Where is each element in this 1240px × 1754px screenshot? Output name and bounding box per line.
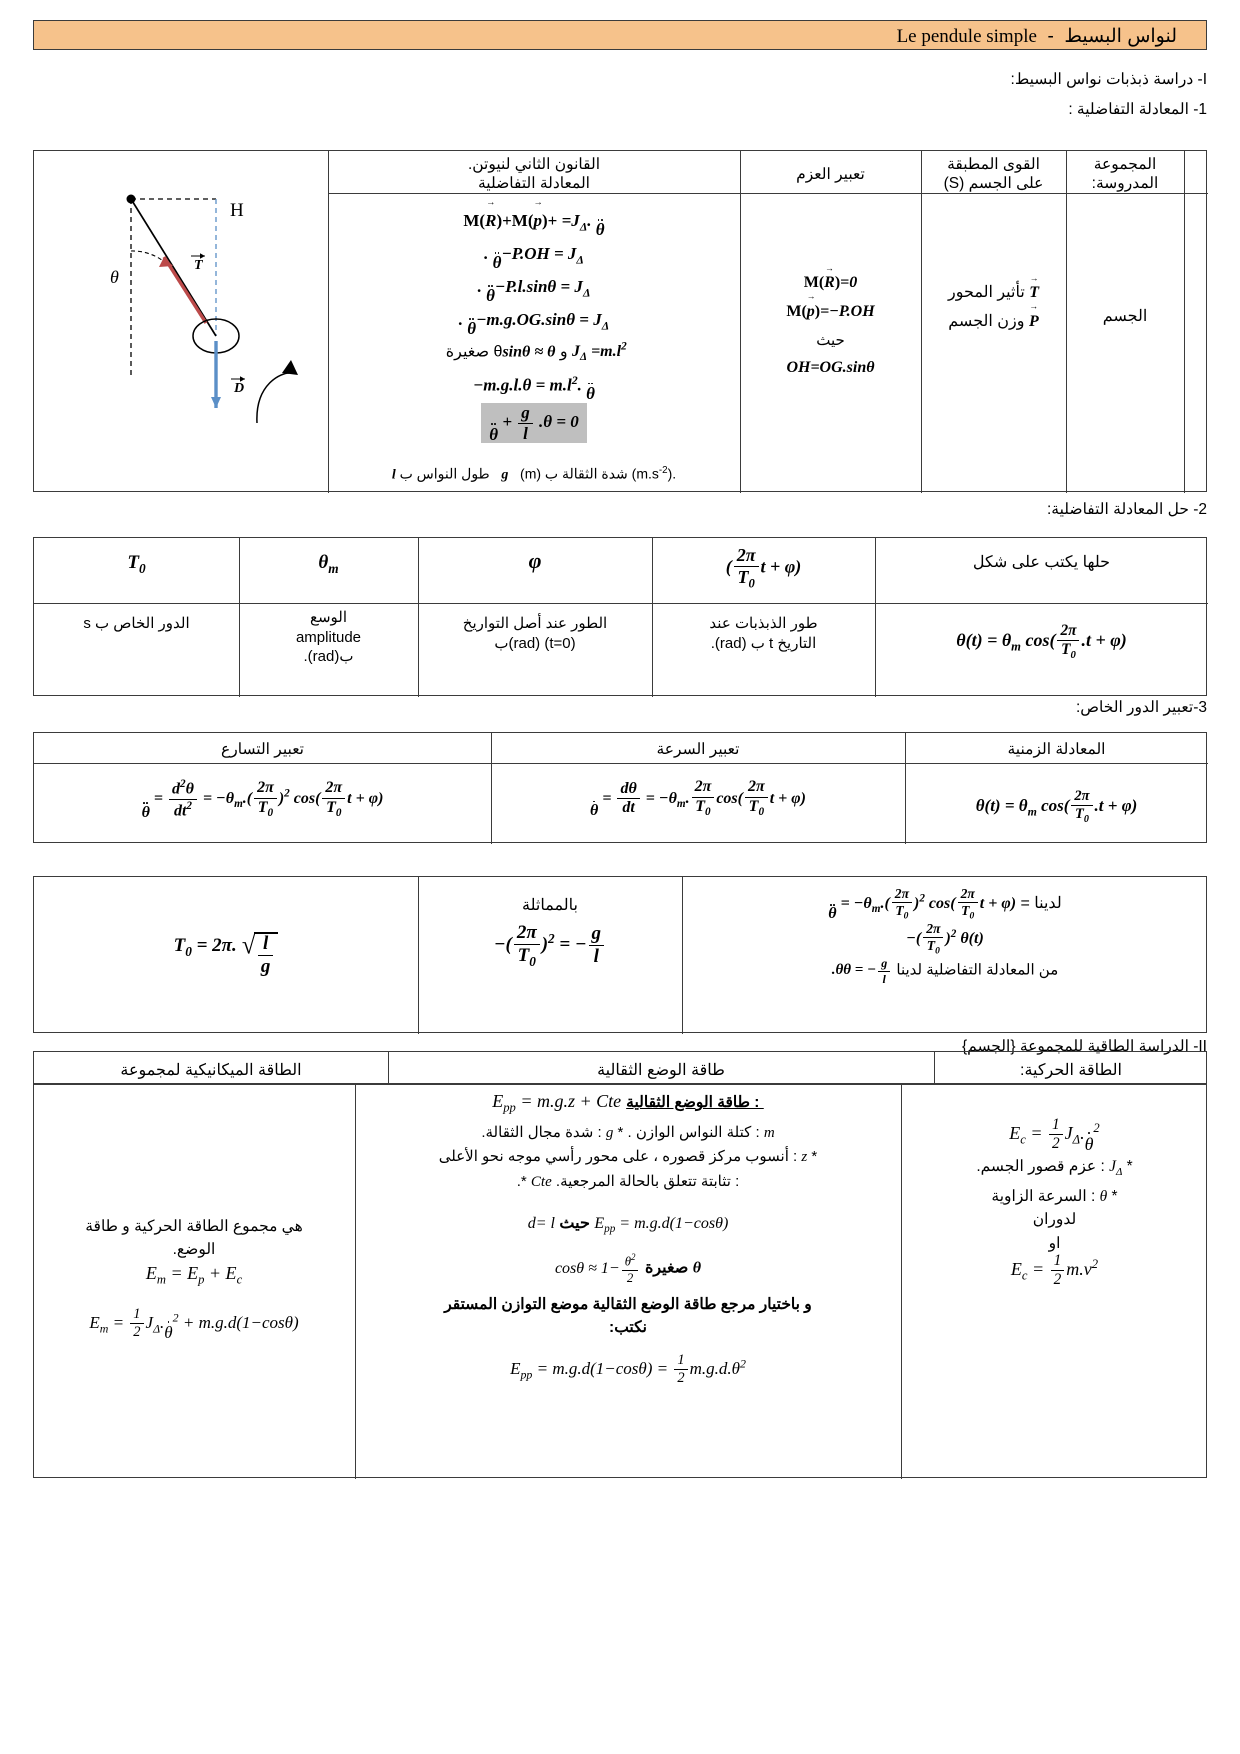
svg-text:T: T [194, 258, 204, 273]
svg-text:θ: θ [110, 267, 119, 287]
svg-text:H: H [230, 200, 244, 221]
svg-text:D: D [233, 381, 244, 396]
